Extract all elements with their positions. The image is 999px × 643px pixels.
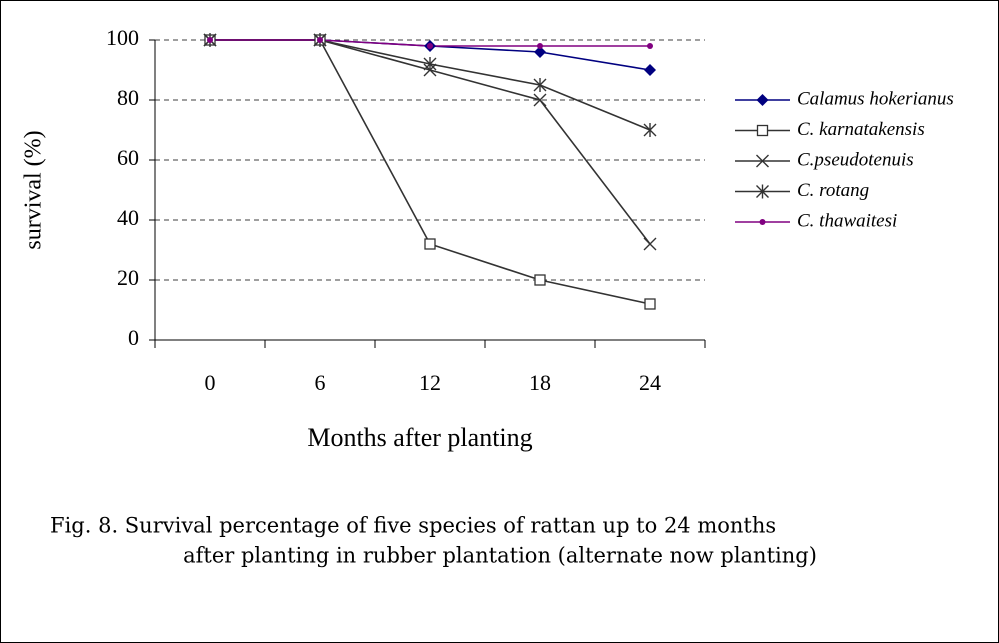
data-point [644,64,656,76]
x-tick-label: 0 [205,370,216,395]
y-tick-label: 60 [117,145,139,170]
data-point-part [643,237,657,251]
data-point [534,274,546,286]
data-point-part [533,93,547,107]
legend-marker-part [756,154,769,168]
data-point-part [644,64,656,76]
x-tick-label: 24 [639,370,661,395]
data-point-part [317,37,323,43]
data-point-part [207,37,213,43]
legend-marker-part [756,94,769,106]
y-tick-label: 20 [117,265,139,290]
data-point [533,78,547,92]
y-tick-label: 40 [117,205,139,230]
data-point [643,123,657,137]
legend-marker-part [756,124,769,137]
y-tick-label: 100 [106,25,139,50]
legend-marker [756,94,769,106]
y-axis-label: survival (%) [21,130,47,249]
x-axis-label: Months after planting [307,423,532,452]
data-point-part [537,43,543,49]
caption-line: after planting in rubber plantation (alt… [183,544,817,568]
data-point [643,237,657,251]
caption-line: Fig. 8. Survival percentage of five spec… [50,514,776,538]
legend-marker [756,124,769,137]
data-point [644,298,656,310]
data-point-part [644,298,656,310]
data-point [534,46,546,58]
legend-marker-part [759,219,766,225]
legend-label: C. karnatakensis [797,119,925,140]
data-point [207,37,213,43]
legend-marker [756,184,769,199]
data-point [317,37,323,43]
data-point [647,43,653,49]
data-point-part [534,46,546,58]
data-point-part [427,43,433,49]
data-point [537,43,543,49]
y-tick-label: 0 [128,325,139,350]
x-tick-label: 12 [419,370,441,395]
data-point-part [534,274,546,286]
legend-label: C. thawaitesi [797,210,897,231]
legend-label: C.pseudotenuis [797,149,914,170]
data-point-part [424,238,436,250]
data-point [423,57,437,71]
x-tick-label: 18 [529,370,551,395]
legend-marker [759,219,766,225]
legend-label: Calamus hokerianus [797,88,954,109]
data-point-part [647,43,653,49]
legend-label: C. rotang [797,180,869,201]
data-point [424,238,436,250]
data-point [533,93,547,107]
data-point [427,43,433,49]
legend-marker [756,154,769,168]
y-tick-label: 80 [117,85,139,110]
x-tick-label: 6 [315,370,326,395]
